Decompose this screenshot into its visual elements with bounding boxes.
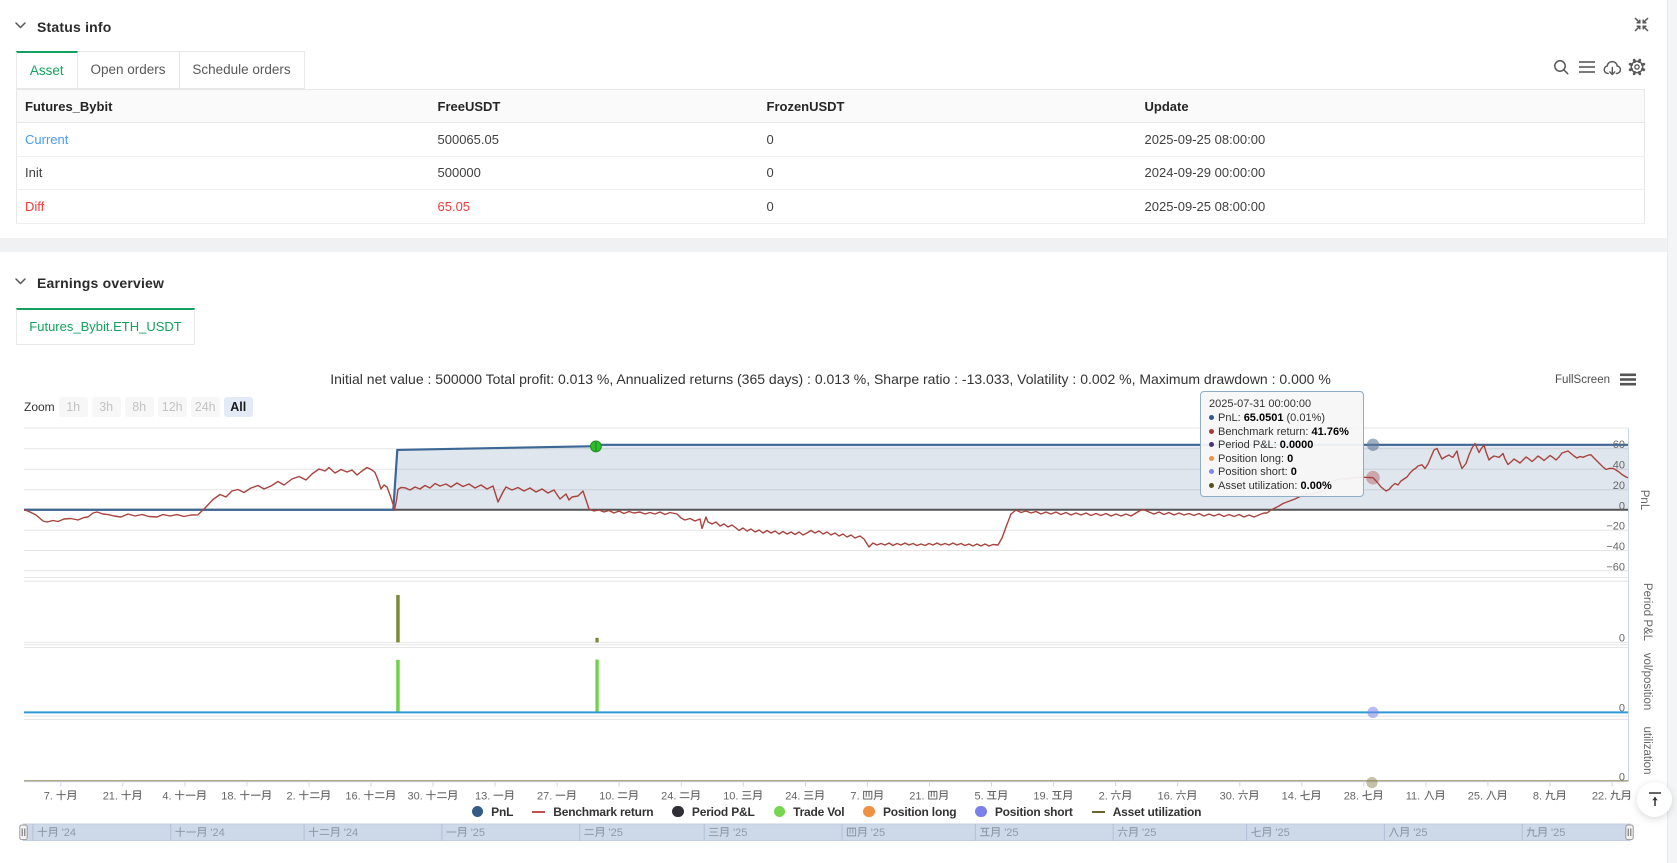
svg-text:'24: '24 xyxy=(210,827,224,839)
svg-text:24.: 24. xyxy=(661,790,676,802)
svg-text:7.: 7. xyxy=(850,790,859,802)
svg-text:−40: −40 xyxy=(1606,541,1625,553)
svg-text:24.: 24. xyxy=(785,790,800,802)
svg-text:10.: 10. xyxy=(599,790,614,802)
svg-text:30.: 30. xyxy=(408,790,423,802)
svg-text:7.: 7. xyxy=(44,790,53,802)
svg-text:21.: 21. xyxy=(103,790,118,802)
svg-text:'25: '25 xyxy=(1551,827,1565,839)
svg-text:8.: 8. xyxy=(1533,790,1542,802)
svg-text:22.: 22. xyxy=(1592,790,1607,802)
svg-text:18.: 18. xyxy=(221,790,236,802)
svg-text:'25: '25 xyxy=(609,827,623,839)
svg-text:0: 0 xyxy=(1619,771,1625,783)
svg-text:vol/position: vol/position xyxy=(1641,653,1653,711)
svg-text:−60: −60 xyxy=(1606,561,1625,573)
svg-text:30.: 30. xyxy=(1220,790,1235,802)
svg-text:0: 0 xyxy=(1619,500,1625,512)
svg-text:11.: 11. xyxy=(1406,790,1420,802)
svg-text:'25: '25 xyxy=(733,827,747,839)
svg-text:13.: 13. xyxy=(475,790,490,802)
svg-text:−20: −20 xyxy=(1606,521,1625,533)
svg-text:0: 0 xyxy=(1619,702,1625,714)
svg-text:'25: '25 xyxy=(1142,827,1156,839)
svg-text:60: 60 xyxy=(1613,439,1625,451)
svg-text:21.: 21. xyxy=(909,790,924,802)
svg-text:PnL: PnL xyxy=(1638,490,1650,511)
svg-text:16.: 16. xyxy=(345,790,360,802)
svg-text:'24: '24 xyxy=(62,827,76,839)
svg-text:0: 0 xyxy=(1619,632,1625,644)
svg-text:20: 20 xyxy=(1613,480,1625,492)
svg-text:27.: 27. xyxy=(537,790,552,802)
svg-text:25.: 25. xyxy=(1468,790,1483,802)
svg-text:'25: '25 xyxy=(471,827,485,839)
svg-text:4.: 4. xyxy=(162,790,171,802)
svg-text:16.: 16. xyxy=(1158,790,1173,802)
svg-text:14.: 14. xyxy=(1282,790,1297,802)
svg-text:'25: '25 xyxy=(1275,827,1289,839)
svg-text:2.: 2. xyxy=(1099,790,1108,802)
svg-text:5.: 5. xyxy=(975,790,984,802)
svg-text:Period P&L: Period P&L xyxy=(1641,583,1653,642)
svg-text:2.: 2. xyxy=(287,790,296,802)
svg-text:10.: 10. xyxy=(723,790,738,802)
svg-text:'24: '24 xyxy=(344,827,358,839)
svg-text:40: 40 xyxy=(1613,460,1625,472)
svg-text:'25: '25 xyxy=(1413,827,1427,839)
svg-text:28.: 28. xyxy=(1344,790,1359,802)
svg-text:'25: '25 xyxy=(1004,827,1018,839)
svg-text:19.: 19. xyxy=(1033,790,1048,802)
svg-text:'25: '25 xyxy=(871,827,885,839)
svg-text:utilization: utilization xyxy=(1641,727,1653,775)
